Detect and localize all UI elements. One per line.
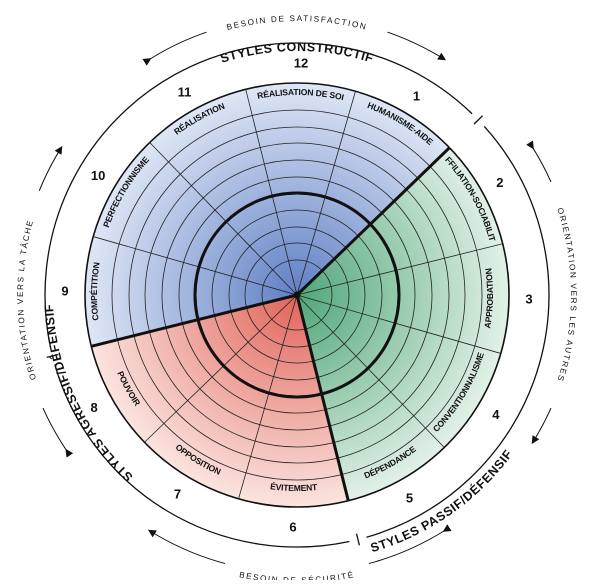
- spoke: [296, 91, 356, 296]
- segment-number-12: 12: [294, 56, 308, 71]
- segment-number-6: 6: [289, 520, 296, 535]
- spoke: [296, 243, 503, 296]
- ring: [178, 176, 416, 414]
- segment-label-3: APPROBATION: [482, 268, 495, 329]
- ring: [228, 226, 366, 364]
- ring: [128, 126, 466, 464]
- spoke: [144, 294, 298, 443]
- spoke: [296, 294, 445, 448]
- label-gap: [13, 188, 49, 411]
- style-tick: [355, 533, 361, 546]
- orientation-arrows: [13, 11, 581, 579]
- outer-ring: [84, 82, 510, 508]
- segment-number-2: 2: [496, 175, 503, 190]
- spoke: [93, 236, 298, 296]
- spoke: [296, 294, 501, 354]
- ring: [161, 159, 433, 431]
- style-tick: [473, 115, 484, 125]
- label-gap: [223, 558, 371, 579]
- spoke: [238, 294, 298, 499]
- style-boundary: [295, 294, 350, 502]
- arc-aggressive: [54, 364, 350, 548]
- ring: [244, 242, 350, 348]
- ring: [211, 209, 383, 381]
- sector-aggressive: [91, 295, 349, 507]
- median-ring: [193, 191, 401, 399]
- center-dot: [293, 291, 301, 299]
- style-sectors: [85, 82, 510, 507]
- spoke: [245, 89, 298, 296]
- segment-number-10: 10: [91, 168, 105, 183]
- ring: [261, 259, 333, 331]
- segment-number-5: 5: [406, 490, 413, 505]
- orientation-right-label: ORIENTATION VERS LES AUTRES: [555, 207, 578, 384]
- ring: [144, 142, 450, 448]
- label-gap: [545, 179, 581, 411]
- ring: [111, 109, 483, 481]
- segment-number-1: 1: [413, 89, 420, 104]
- segment-number-9: 9: [61, 284, 68, 299]
- sector-constructive: [85, 82, 450, 347]
- label-gap: [204, 11, 390, 38]
- style-boundaries: [90, 146, 451, 502]
- spoke: [149, 142, 298, 296]
- segment-number-8: 8: [90, 400, 97, 415]
- segment-number-11: 11: [178, 85, 192, 100]
- style-boundary: [295, 146, 451, 297]
- segment-number-3: 3: [525, 292, 532, 307]
- segment-label-6: ÉVITEMENT: [270, 481, 319, 493]
- segment-label-9: COMPÉTITION: [89, 262, 102, 322]
- sector-passive: [297, 147, 510, 501]
- segment-number-4: 4: [492, 407, 500, 422]
- style-boundary: [90, 293, 298, 348]
- segment-number-7: 7: [174, 486, 181, 501]
